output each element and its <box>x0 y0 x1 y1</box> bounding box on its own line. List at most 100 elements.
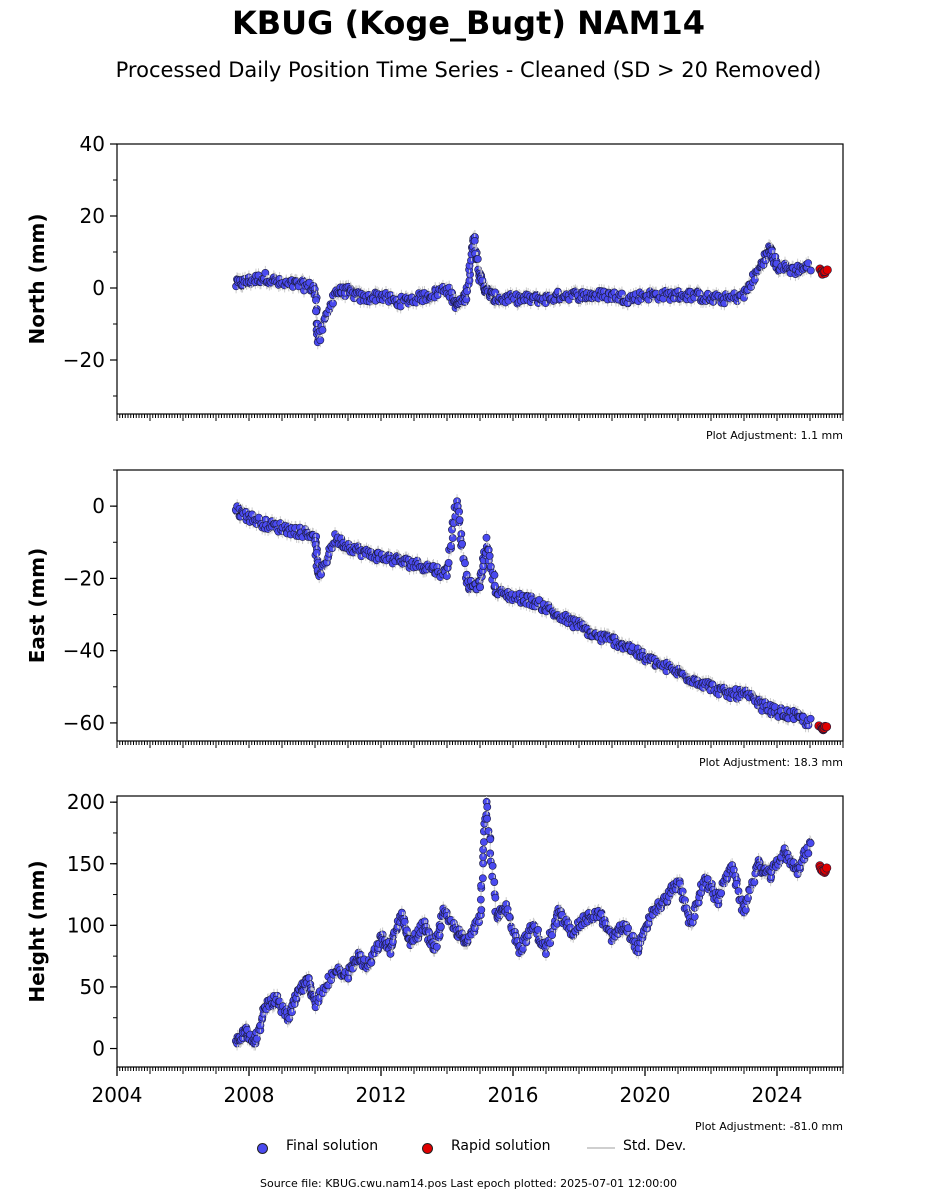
final-solution-point <box>717 889 726 898</box>
plot-adjustment: Plot Adjustment: 1.1 mm <box>706 429 843 442</box>
panel-1: −20 0 20 40 North (mm) Plot Adjustment: 1.1 m… <box>25 132 844 442</box>
final-solution-point <box>253 1034 261 1043</box>
final-solution-point <box>344 974 353 983</box>
x-tick-label: 2016 <box>488 1083 539 1107</box>
data-points <box>232 229 832 350</box>
rapid-solution-marker-icon <box>422 1143 433 1154</box>
final-solution-point <box>367 958 376 967</box>
final-solution-point <box>486 849 495 858</box>
final-solution-point <box>312 307 320 316</box>
y-tick-label: 0 <box>92 494 105 518</box>
y-tick-label: −40 <box>63 639 105 663</box>
final-solution-point <box>740 293 748 302</box>
final-solution-point <box>548 931 556 940</box>
final-solution-point <box>734 887 743 895</box>
y-tick-label: 100 <box>67 913 105 937</box>
y-tick-label: 200 <box>67 790 105 814</box>
rapid-solution-point <box>822 722 832 732</box>
final-solution-point <box>488 862 497 870</box>
chart-subtitle: Processed Daily Position Time Series - C… <box>115 58 822 82</box>
rapid-solution-point <box>822 265 832 275</box>
y-tick-label: −60 <box>63 711 105 735</box>
chart-title: KBUG (Koge_Bugt) NAM14 <box>231 4 706 42</box>
y-tick-label: 0 <box>92 1037 105 1061</box>
final-solution-point <box>485 552 494 560</box>
final-solution-point <box>484 827 493 835</box>
final-solution-point <box>473 255 482 263</box>
y-axis-label: East (mm) <box>25 548 49 664</box>
final-solution-point <box>312 296 320 305</box>
panel-2: −60 −40 −20 0 East (mm) Plot Adjustment: 18.3… <box>25 469 844 769</box>
final-solution-point <box>505 912 514 921</box>
final-solution-point <box>676 879 684 888</box>
y-tick-label: 50 <box>80 975 105 999</box>
final-solution-point <box>477 906 486 914</box>
legend-label-rapid: Rapid solution <box>451 1138 551 1154</box>
final-solution-point <box>470 237 479 245</box>
final-solution-point <box>432 942 441 951</box>
x-tick-label: 2024 <box>752 1083 803 1107</box>
final-solution-point <box>490 878 499 886</box>
final-solution-point <box>458 540 467 548</box>
final-solution-point <box>476 583 485 592</box>
final-solution-point <box>462 295 471 304</box>
final-solution-point <box>478 874 487 883</box>
final-solution-point <box>447 542 455 550</box>
y-tick-label: 150 <box>67 852 105 876</box>
plot-adjustment: Plot Adjustment: -81.0 mm <box>695 1120 843 1133</box>
final-solution-point <box>744 894 752 902</box>
final-solution-point <box>729 865 738 874</box>
final-solution-point <box>483 814 491 823</box>
legend-label-stddev: Std. Dev. <box>623 1138 687 1154</box>
final-solution-point <box>491 893 500 902</box>
final-solution-point <box>741 905 750 914</box>
final-solution-point <box>455 516 464 524</box>
final-solution-point <box>448 525 456 534</box>
final-solution-point <box>750 878 759 887</box>
rapid-solution-point <box>822 863 832 873</box>
final-solution-point <box>482 533 491 542</box>
final-solution-point <box>476 895 485 904</box>
final-solution-point <box>624 924 632 933</box>
data-points <box>231 796 832 1051</box>
y-tick-label: 0 <box>92 276 105 300</box>
final-solution-marker-icon <box>257 1143 268 1154</box>
final-solution-point <box>750 275 759 284</box>
final-solution-point <box>318 326 327 334</box>
final-solution-point <box>386 949 395 958</box>
source-footer: Source file: KBUG.cwu.nam14.pos Last epo… <box>259 1177 678 1190</box>
y-axis-label: Height (mm) <box>25 860 49 1002</box>
final-solution-point <box>261 268 270 277</box>
y-tick-label: −20 <box>63 566 105 590</box>
final-solution-point <box>463 287 471 296</box>
final-solution-point <box>486 835 495 844</box>
panel-3: 0 50 100 150 200 2004 2008 2012 2016 2020 2024 Heig… <box>25 790 844 1133</box>
final-solution-point <box>444 558 453 567</box>
final-solution-point <box>436 922 445 931</box>
y-tick-label: −20 <box>63 348 105 372</box>
final-solution-point <box>804 849 813 858</box>
final-solution-point <box>477 881 485 890</box>
y-axis-label: North (mm) <box>25 213 49 344</box>
final-solution-point <box>806 714 815 723</box>
std-dev-line-icon <box>587 1147 615 1149</box>
final-solution-point <box>490 571 499 579</box>
x-tick-label: 2020 <box>620 1083 671 1107</box>
y-tick-label: 40 <box>80 132 105 156</box>
final-solution-point <box>534 926 542 934</box>
final-solution-point <box>804 259 813 268</box>
data-points <box>231 494 832 735</box>
y-tick-label: 20 <box>80 204 105 228</box>
final-solution-point <box>546 939 555 948</box>
final-solution-point <box>483 803 492 811</box>
final-solution-point <box>455 507 464 516</box>
final-solution-point <box>312 548 321 557</box>
final-solution-point <box>806 839 815 848</box>
x-tick-label: 2004 <box>92 1083 143 1107</box>
legend-label-final: Final solution <box>286 1138 379 1154</box>
plot-frame <box>116 795 844 1068</box>
plot-adjustment: Plot Adjustment: 18.3 mm <box>699 756 843 769</box>
final-solution-point <box>448 534 457 542</box>
final-solution-point <box>732 879 741 888</box>
